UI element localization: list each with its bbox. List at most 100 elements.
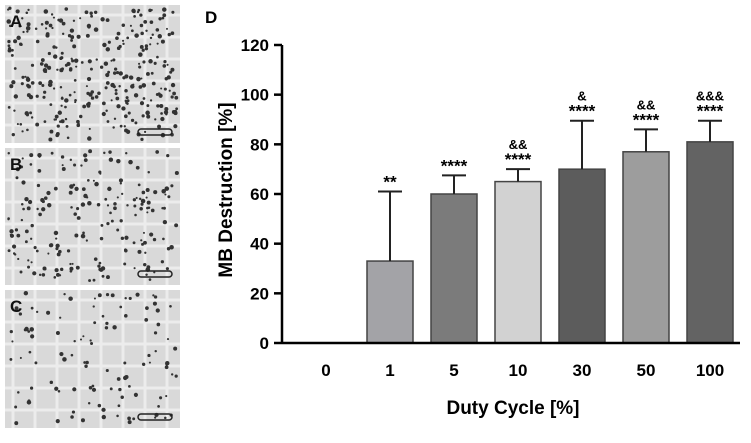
bubble-dot (133, 15, 136, 18)
bubble-dot (61, 164, 64, 167)
bubble-dot (46, 202, 52, 208)
bubble-dot (113, 117, 117, 120)
bubble-dot (85, 360, 89, 365)
bubble-dot (164, 365, 169, 370)
bubble-dot (156, 55, 159, 59)
bubble-dot (123, 125, 126, 128)
bubble-dot (13, 94, 18, 99)
bubble-dot (105, 18, 110, 23)
bubble-dot (29, 163, 33, 166)
bubble-dot (57, 110, 62, 115)
bubble-dot (47, 252, 50, 255)
bubble-dot (110, 59, 113, 62)
bubble-dot (12, 244, 17, 249)
bubble-dot (29, 153, 34, 158)
bubble-dot (157, 92, 161, 96)
bubble-dot (128, 384, 131, 388)
bubble-dot (13, 67, 17, 70)
bubble-dot (113, 67, 118, 71)
bubble-dot (55, 46, 58, 49)
bubble-dot (47, 65, 52, 70)
bubble-dot (156, 42, 159, 45)
bubble-dot (69, 158, 73, 162)
bubble-dot (66, 249, 71, 253)
bubble-dot (97, 264, 101, 268)
bubble-dot (164, 107, 169, 112)
bubble-dot (30, 223, 34, 228)
bubble-dot (110, 293, 115, 298)
bubble-dot (99, 236, 104, 241)
bubble-dot (68, 190, 73, 195)
bubble-dot (69, 266, 74, 271)
bubble-dot (81, 187, 86, 192)
bubble-dot (119, 219, 123, 223)
bubble-dot (158, 17, 162, 21)
bubble-dot (85, 85, 88, 88)
bubble-dot (87, 179, 90, 182)
bubble-dot (124, 296, 127, 300)
bubble-dot (27, 265, 31, 269)
scale-bar (137, 270, 173, 278)
bubble-dot (88, 149, 93, 154)
bubble-dot (16, 233, 21, 238)
bubble-dot (163, 110, 169, 115)
bubble-dot (18, 312, 23, 316)
y-tick-label: 60 (250, 185, 269, 204)
bubble-dot (129, 24, 132, 27)
bubble-dot (124, 314, 128, 318)
bubble-dot (103, 151, 106, 155)
bubble-dot (43, 196, 48, 200)
bubble-dot (60, 155, 65, 159)
bubble-dot (104, 326, 109, 330)
bubble-dot (134, 33, 139, 38)
x-tick-label: 50 (637, 361, 656, 380)
bubble-dot (108, 157, 114, 162)
bubble-dot (140, 239, 143, 242)
bubble-dot (121, 106, 126, 111)
bubble-dot (106, 275, 110, 280)
bubble-dot (41, 207, 46, 212)
bubble-dot (69, 28, 75, 33)
bubble-dot (7, 249, 11, 253)
bubble-dot (141, 48, 145, 52)
bubble-dot (159, 104, 164, 109)
bubble-dot (13, 109, 16, 112)
bubble-dot (160, 116, 165, 122)
bubble-dot (174, 95, 179, 100)
bubble-dot (70, 57, 73, 60)
bubble-dot (95, 58, 98, 61)
bubble-dot (147, 353, 151, 358)
bubble-dot (39, 62, 44, 66)
bubble-dot (49, 129, 54, 134)
bubble-dot (29, 327, 34, 332)
bubble-dot (25, 11, 29, 15)
bubble-dot (162, 13, 167, 18)
micrograph-panels: A B C (5, 5, 180, 428)
bubble-dot (9, 229, 14, 234)
bubble-dot (59, 56, 63, 61)
bubble-dot (140, 202, 144, 206)
bubble-dot (69, 262, 72, 266)
bubble-dot (141, 114, 145, 118)
bubble-dot (61, 21, 66, 26)
bubble-dot (33, 246, 37, 250)
bubble-dot (82, 335, 85, 338)
bubble-dot (36, 183, 41, 188)
bubble-dot (168, 89, 171, 92)
bubble-dot (28, 350, 32, 354)
bubble-dot (66, 136, 70, 140)
bubble-dot (113, 202, 117, 206)
bubble-dot (101, 111, 106, 117)
bubble-dot (139, 207, 143, 211)
bubble-dot (144, 318, 149, 322)
bubble-dot (79, 17, 82, 20)
bubble-dot (110, 82, 115, 88)
bubble-dot (138, 197, 142, 201)
bubble-dot (22, 207, 25, 211)
bubble-dot (89, 67, 93, 71)
bubble-dot (107, 40, 111, 44)
bubble-dot (53, 230, 59, 236)
bubble-dot (122, 76, 126, 80)
bubble-dot (74, 101, 77, 104)
bubble-dot (137, 8, 141, 12)
